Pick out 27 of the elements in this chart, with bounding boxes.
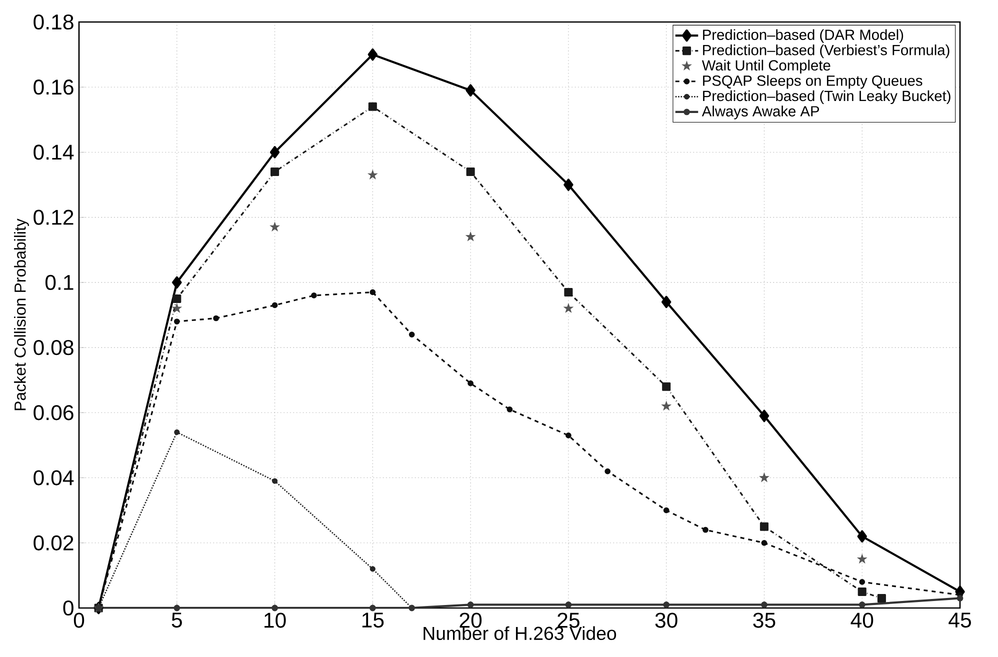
x-tick-label: 40 <box>850 612 874 628</box>
x-tick-label: 10 <box>264 612 286 628</box>
legend-label: Wait Until Complete <box>702 60 830 74</box>
y-tick-label: 0.1 <box>45 274 74 290</box>
y-tick-label: 0 <box>63 600 74 616</box>
y-tick-label: 0.02 <box>34 535 74 550</box>
y-tick-label: 0.18 <box>34 14 74 30</box>
x-tick-label: 30 <box>655 612 678 628</box>
y-tick-label: 0.12 <box>34 210 74 225</box>
y-tick-label: 0.04 <box>34 470 74 486</box>
y-tick-label: 0.14 <box>34 144 74 160</box>
x-tick-label: 15 <box>362 612 384 628</box>
x-tick-label: 0 <box>74 612 84 628</box>
y-tick-label: 0.06 <box>34 405 74 420</box>
x-tick-label: 20 <box>460 612 482 628</box>
x-tick-label: 45 <box>948 612 971 628</box>
legend-label: Prediction–based (Twin Leaky Bucket) <box>703 90 950 104</box>
legend-label: PSQAP Sleeps on Empty Queues <box>703 75 922 89</box>
legend-label: Always Awake AP <box>702 106 819 120</box>
x-tick-label: 5 <box>172 612 182 628</box>
x-tick-label: 35 <box>753 612 776 628</box>
y-tick-label: 0.08 <box>34 340 74 356</box>
x-tick-label: 25 <box>558 612 580 628</box>
legend-label: Prediction–based (Verbiest’s Formula) <box>703 44 950 58</box>
y-tick-label: 0.16 <box>34 80 74 95</box>
legend-label: Prediction–based (DAR Model) <box>703 29 904 43</box>
y-axis-title: Packet Collision Probability <box>14 218 29 410</box>
